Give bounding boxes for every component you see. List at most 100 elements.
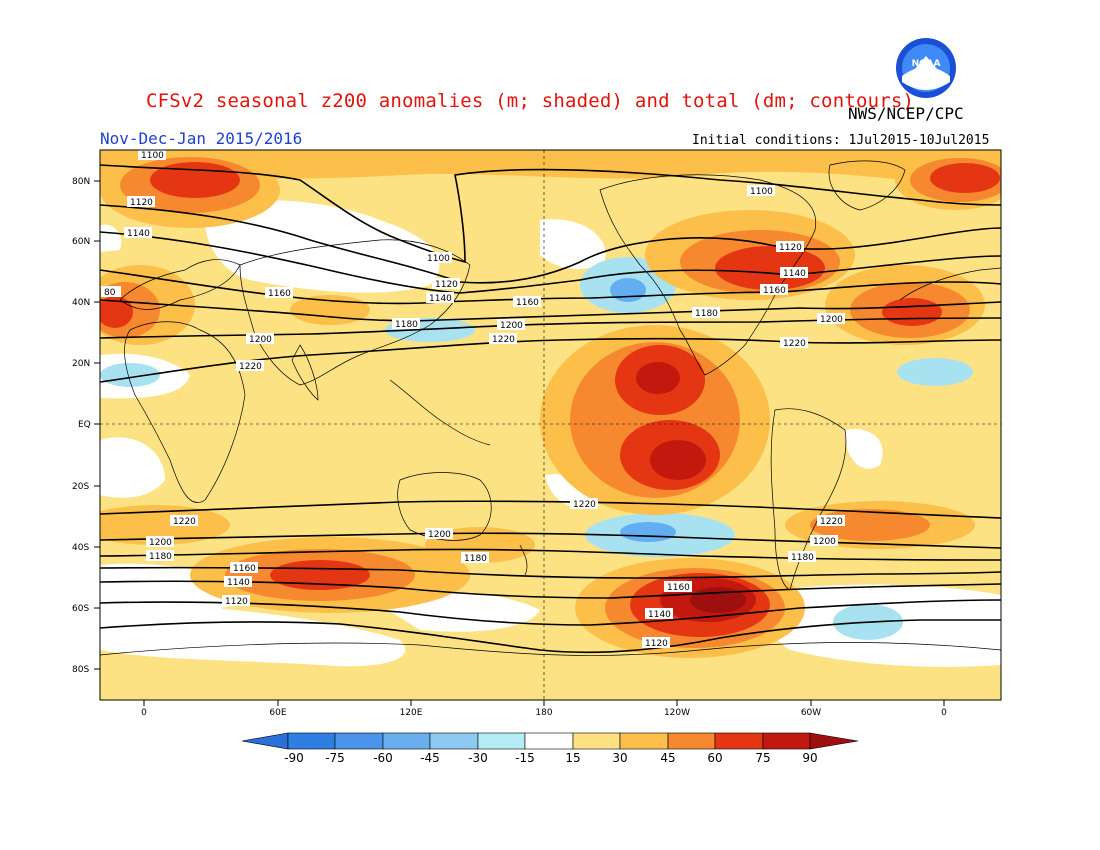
colorbar-label: -15: [515, 751, 535, 765]
contour-label: 1180: [146, 550, 174, 562]
svg-text:1220: 1220: [783, 339, 806, 349]
svg-text:1200: 1200: [813, 537, 836, 547]
initial-conditions-label: Initial conditions: 1Jul2015-10Jul2015: [692, 133, 990, 148]
svg-text:1160: 1160: [763, 286, 786, 296]
contour-label: 1220: [236, 360, 264, 372]
svg-text:1160: 1160: [667, 583, 690, 593]
contour-label: 1160: [513, 296, 541, 308]
contour-label: 1180: [788, 551, 816, 563]
lat-label: 60S: [72, 604, 89, 614]
lon-label: 0: [941, 708, 947, 718]
colorbar-label: 15: [565, 751, 580, 765]
colorbar-bin: [287, 732, 336, 750]
contour-label: 1220: [780, 337, 808, 349]
colorbar-bin: [572, 732, 621, 750]
svg-text:1140: 1140: [127, 229, 150, 239]
svg-text:1100: 1100: [750, 187, 773, 197]
svg-text:1180: 1180: [464, 554, 487, 564]
contour-label: 1180: [461, 552, 489, 564]
logo-text: NOAA: [912, 59, 941, 69]
colorbar-left-arrow: [241, 732, 289, 750]
svg-text:1180: 1180: [791, 553, 814, 563]
lat-label: 80S: [72, 665, 89, 675]
contour-label: 1120: [127, 196, 155, 208]
svg-text:1140: 1140: [227, 578, 250, 588]
contour-label: 1100: [747, 185, 775, 197]
lon-label: 60W: [801, 708, 821, 718]
colorbar-label: 60: [707, 751, 722, 765]
longitude-axis: 0 60E 120E 180 120W 60W 0: [141, 700, 947, 718]
svg-text:1200: 1200: [149, 538, 172, 548]
svg-text:1180: 1180: [695, 309, 718, 319]
svg-text:1120: 1120: [779, 243, 802, 253]
contour-label: 1220: [570, 498, 598, 510]
contour-label: 1160: [664, 581, 692, 593]
contour-label: 1160: [265, 287, 293, 299]
svg-text:1140: 1140: [429, 294, 452, 304]
colorbar-right-arrow: [809, 732, 859, 750]
contour-label: 1120: [222, 595, 250, 607]
colorbar-label: -30: [468, 751, 488, 765]
lon-label: 180: [535, 708, 552, 718]
colorbar-bin: [619, 732, 669, 750]
colorbar-bin: [714, 732, 764, 750]
noaa-logo-icon: NOAA: [896, 38, 956, 98]
map-frame: [99, 149, 1002, 701]
svg-text:1100: 1100: [141, 151, 164, 161]
lon-label: 0: [141, 708, 147, 718]
colorbar-label: -45: [420, 751, 440, 765]
colorbar-bin: [667, 732, 716, 750]
contour-label: 1100: [138, 150, 166, 161]
lon-label: 60E: [269, 708, 286, 718]
svg-text:1120: 1120: [435, 280, 458, 290]
colorbar: -90 -75 -60 -45 -30 -15 15 30 45 60 75 9…: [241, 732, 859, 765]
svg-text:1220: 1220: [573, 500, 596, 510]
svg-text:1160: 1160: [233, 564, 256, 574]
lat-label: EQ: [78, 420, 91, 430]
contour-label: 1140: [780, 267, 808, 279]
lon-label: 120W: [664, 708, 690, 718]
contour-label: 1140: [224, 576, 252, 588]
contour-label: 1200: [810, 535, 838, 547]
svg-text:1120: 1120: [225, 597, 248, 607]
contour-label: 1160: [230, 562, 258, 574]
svg-text:1220: 1220: [820, 517, 843, 527]
season-label: Nov-Dec-Jan 2015/2016: [100, 129, 303, 148]
colorbar-bin: [334, 732, 384, 750]
colorbar-bin: [477, 732, 526, 750]
svg-text:1200: 1200: [500, 321, 523, 331]
contour-label: 1180: [392, 318, 420, 330]
contour-label: 1200: [146, 536, 174, 548]
contour-label: 80: [101, 286, 121, 298]
svg-text:1120: 1120: [130, 198, 153, 208]
lat-label: 80N: [72, 177, 90, 187]
contour-label: 1120: [776, 241, 804, 253]
colorbar-bin: [524, 732, 574, 750]
svg-text:1200: 1200: [820, 315, 843, 325]
contour-label: 1160: [760, 284, 788, 296]
colorbar-bin: [382, 732, 431, 750]
svg-text:1200: 1200: [428, 530, 451, 540]
svg-text:1220: 1220: [492, 335, 515, 345]
lat-label: 60N: [72, 237, 90, 247]
svg-text:1220: 1220: [173, 517, 196, 527]
svg-text:1220: 1220: [239, 362, 262, 372]
contour-label: 1200: [425, 528, 453, 540]
contour-label: 1220: [170, 515, 198, 527]
colorbar-label: 30: [612, 751, 627, 765]
contour-label: 1220: [817, 515, 845, 527]
lat-label: 40S: [72, 543, 89, 553]
contour-label: 1200: [497, 319, 525, 331]
svg-text:1200: 1200: [249, 335, 272, 345]
colorbar-label: 75: [755, 751, 770, 765]
lat-label: 40N: [72, 298, 90, 308]
positive-anomalies-maroon: [690, 587, 746, 613]
colorbar-label: -60: [373, 751, 393, 765]
svg-text:1160: 1160: [516, 298, 539, 308]
svg-text:1100: 1100: [427, 254, 450, 264]
contour-label: 1220: [489, 333, 517, 345]
agency-label: NWS/NCEP/CPC: [848, 104, 964, 123]
contour-label: 1180: [692, 307, 720, 319]
svg-text:1180: 1180: [395, 320, 418, 330]
